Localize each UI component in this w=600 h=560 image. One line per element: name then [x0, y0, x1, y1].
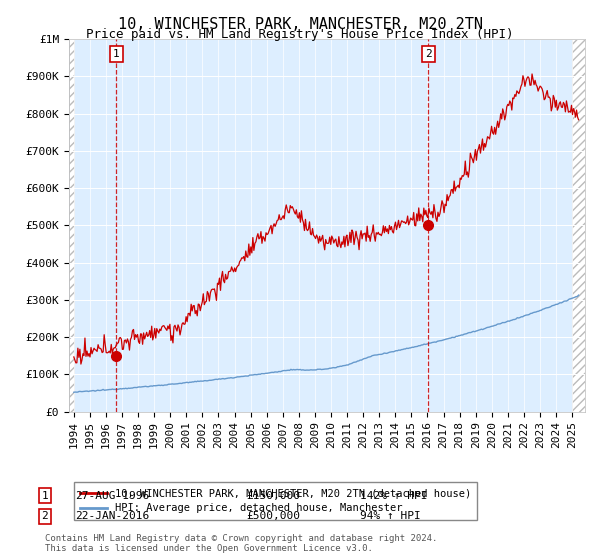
Bar	[69, 39, 74, 412]
Text: 22-JAN-2016: 22-JAN-2016	[75, 511, 149, 521]
Text: 27-AUG-1996: 27-AUG-1996	[75, 491, 149, 501]
Text: 1: 1	[113, 49, 120, 59]
Text: 2: 2	[41, 511, 49, 521]
Text: 10, WINCHESTER PARK, MANCHESTER, M20 2TN: 10, WINCHESTER PARK, MANCHESTER, M20 2TN	[118, 17, 482, 32]
Legend: 10, WINCHESTER PARK, MANCHESTER, M20 2TN (detached house), HPI: Average price, d: 10, WINCHESTER PARK, MANCHESTER, M20 2TN…	[74, 482, 478, 520]
Bar	[572, 39, 585, 412]
Text: 2: 2	[425, 49, 432, 59]
Text: 142% ↑ HPI: 142% ↑ HPI	[360, 491, 427, 501]
Text: £150,000: £150,000	[246, 491, 300, 501]
Text: £500,000: £500,000	[246, 511, 300, 521]
Text: Contains HM Land Registry data © Crown copyright and database right 2024.
This d: Contains HM Land Registry data © Crown c…	[45, 534, 437, 553]
Text: Price paid vs. HM Land Registry's House Price Index (HPI): Price paid vs. HM Land Registry's House …	[86, 28, 514, 41]
Text: 94% ↑ HPI: 94% ↑ HPI	[360, 511, 421, 521]
Text: 1: 1	[41, 491, 49, 501]
